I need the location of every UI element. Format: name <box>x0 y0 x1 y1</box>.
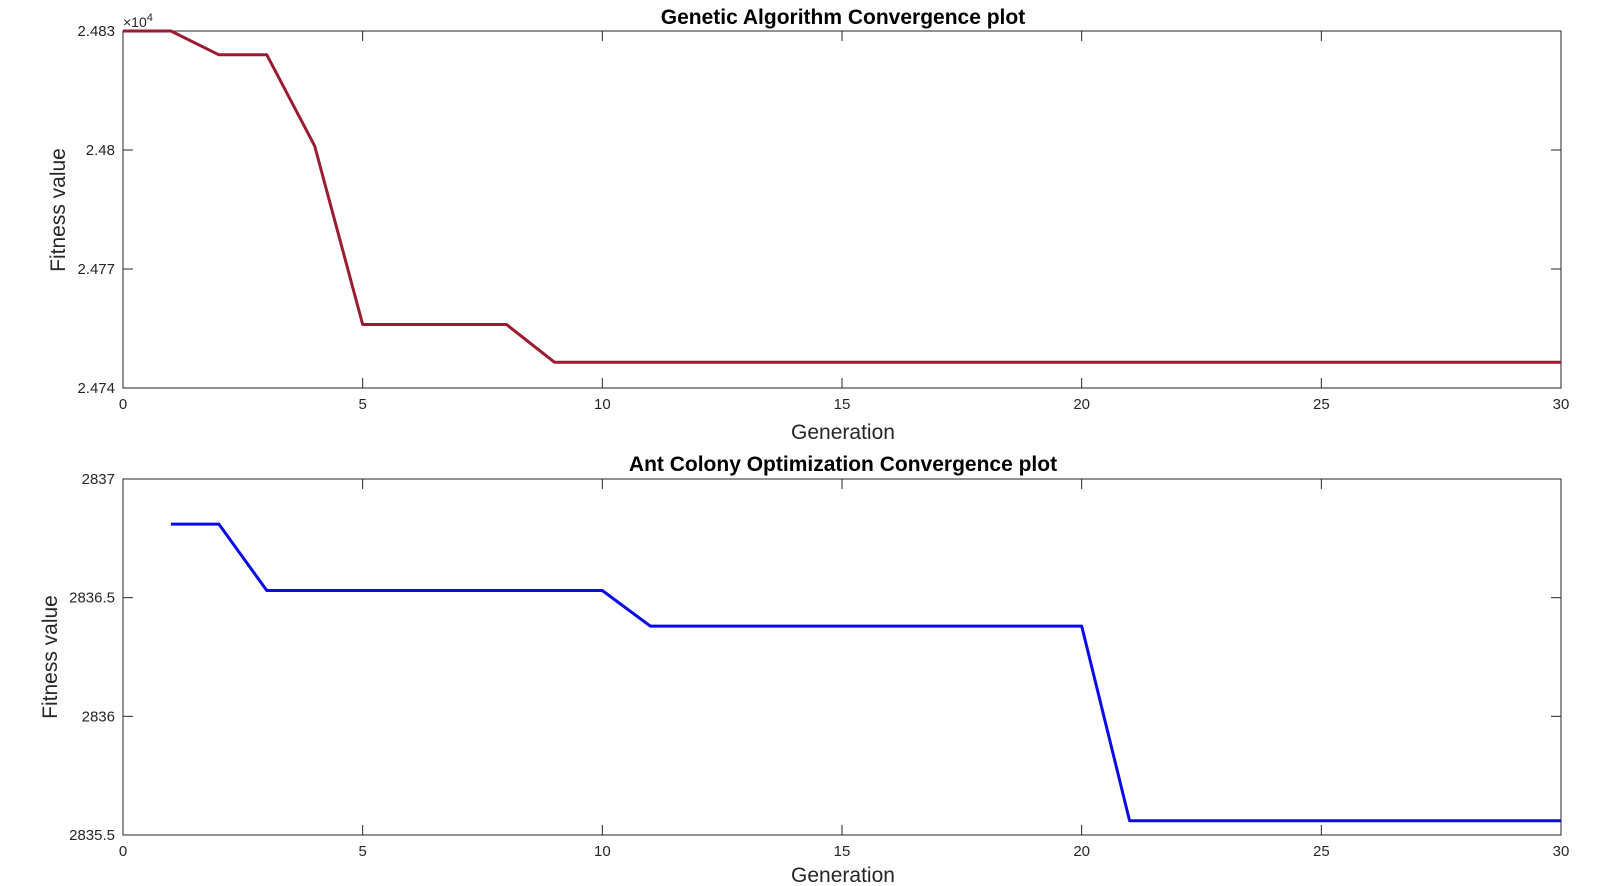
aco-y-tick-label: 2836.5 <box>69 590 115 607</box>
ga-series-line <box>123 29 1561 364</box>
ga-y-tick-label: 2.48 <box>86 142 115 159</box>
ga-convergence-chart: Genetic Algorithm Convergence plot 0 5 10 1… <box>47 6 1569 444</box>
aco-x-tick-label: 15 <box>834 843 851 860</box>
aco-chart-title: Ant Colony Optimization Convergence plot <box>629 453 1057 476</box>
ga-x-tick-label: 10 <box>594 396 611 413</box>
ga-x-tick-label: 5 <box>358 396 366 413</box>
ga-chart-title: Genetic Algorithm Convergence plot <box>661 6 1025 29</box>
aco-series-line <box>170 522 1561 823</box>
aco-convergence-chart: Ant Colony Optimization Convergence plot… <box>39 453 1569 886</box>
ga-x-tick-label: 0 <box>119 396 127 413</box>
aco-x-tick-label: 5 <box>358 843 366 860</box>
ga-y-axis-label: Fitness value <box>47 148 70 272</box>
aco-plot-area <box>122 478 1562 836</box>
ga-y-tick-label: 2.474 <box>77 380 115 397</box>
aco-y-tick-label: 2837 <box>82 471 115 488</box>
aco-x-tick-label: 30 <box>1553 843 1570 860</box>
ga-x-tick-label: 20 <box>1073 396 1090 413</box>
aco-y-tick-label: 2836 <box>82 708 115 725</box>
aco-y-axis-label: Fitness value <box>39 595 62 719</box>
ga-y-tick-label: 2.483 <box>77 23 115 40</box>
aco-y-tick-label: 2835.5 <box>69 827 115 844</box>
aco-x-axis-label: Generation <box>791 864 895 886</box>
aco-x-tick-label: 0 <box>119 843 127 860</box>
ga-y-exponent: ×104 <box>123 12 153 30</box>
ga-x-tick-label: 25 <box>1313 396 1330 413</box>
ga-plot-area <box>122 30 1562 389</box>
aco-x-tick-label: 25 <box>1313 843 1330 860</box>
ga-x-tick-label: 30 <box>1553 396 1570 413</box>
ga-x-axis-label: Generation <box>791 421 895 444</box>
aco-x-tick-label: 10 <box>594 843 611 860</box>
aco-x-tick-label: 20 <box>1073 843 1090 860</box>
ga-y-tick-label: 2.477 <box>77 261 115 278</box>
ga-x-tick-label: 15 <box>834 396 851 413</box>
